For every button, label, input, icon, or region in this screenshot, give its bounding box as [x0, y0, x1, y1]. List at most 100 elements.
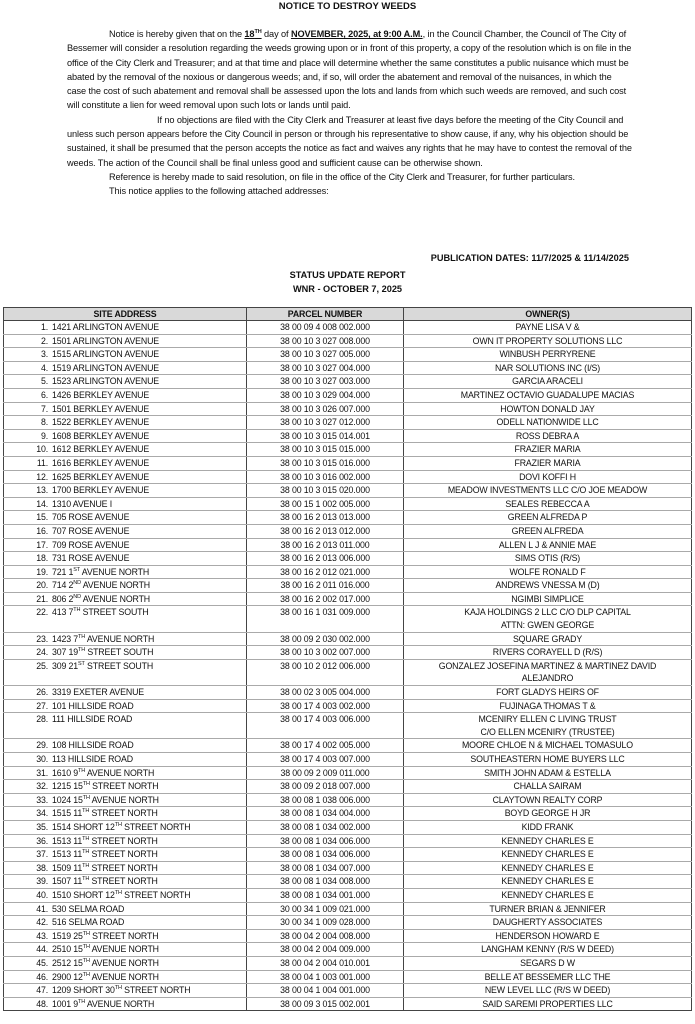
- parcel-number-cell: 38 00 10 3 027 005.000: [246, 347, 404, 362]
- notice-paragraph-3: Reference is hereby made to said resolut…: [109, 171, 575, 182]
- address-text: 1024 15: [52, 794, 83, 805]
- site-address-cell: 31. 1610 9TH AVENUE NORTH: [3, 765, 247, 781]
- row-number: 13.: [36, 485, 48, 496]
- owner-line: KENNEDY CHARLES E: [501, 849, 594, 860]
- table-row: 26. 3319 EXETER AVENUE 38 00 02 3 005 004.…: [3, 685, 692, 700]
- table-row: 5. 1523 ARLINGTON AVENUE 38 00 10 3 027 00…: [3, 374, 692, 389]
- parcel-number-cell: 38 00 17 4 002 005.000: [246, 738, 404, 753]
- notice-paragraph-4: This notice applies to the following att…: [109, 186, 329, 197]
- address-text: 1700 BERKLEY AVENUE: [52, 485, 150, 496]
- ordinal-suffix: TH: [78, 998, 86, 1005]
- owner-cell: ANDREWS VNESSA M (D): [403, 578, 692, 593]
- address-text: 1608 BERKLEY AVENUE: [52, 430, 150, 441]
- address-text: 705 ROSE AVENUE: [52, 512, 130, 523]
- row-number: 27.: [36, 700, 48, 711]
- site-address-cell: 44. 2510 15TH AVENUE NORTH: [3, 942, 247, 957]
- table-row: 42. 516 SELMA ROAD 30 00 34 1 009 028.000 D…: [3, 915, 692, 930]
- address-text: STREET SOUTH: [80, 607, 149, 618]
- owner-cell: KENNEDY CHARLES E: [403, 887, 692, 903]
- row-number: 14.: [36, 498, 48, 509]
- table-row: 11. 1616 BERKLEY AVENUE 38 00 10 3 015 016…: [3, 455, 692, 471]
- address-text: 1215 15: [52, 781, 83, 792]
- row-number: 33.: [36, 794, 48, 805]
- site-address-cell: 37. 1513 11TH STREET NORTH: [3, 847, 247, 862]
- ordinal-suffix: TH: [82, 876, 90, 883]
- address-text: 1501 ARLINGTON AVENUE: [52, 335, 160, 346]
- owner-line: LANGHAM KENNY (R/S W DEED): [481, 944, 614, 955]
- address-text: STREET SOUTH: [85, 647, 154, 658]
- site-address-cell: 34. 1515 11TH STREET NORTH: [3, 806, 247, 821]
- table-row: 45. 2512 15TH AVENUE NORTH 38 00 04 2 004 …: [3, 955, 692, 971]
- owner-line: NEW LEVEL LLC (R/S W DEED): [484, 985, 611, 996]
- table-row: 25. 309 21ST STREET SOUTH 38 00 10 2 012 0…: [3, 658, 692, 687]
- address-text: STREET NORTH: [89, 930, 159, 941]
- parcel-number-cell: 38 00 16 2 013 013.000: [246, 510, 404, 525]
- table-row: 27. 101 HILLSIDE ROAD 38 00 17 4 003 002.0…: [3, 698, 692, 714]
- row-number: 35.: [36, 821, 48, 832]
- row-number: 42.: [36, 917, 48, 928]
- header-parcel-number: PARCEL NUMBER: [246, 307, 404, 321]
- ordinal-suffix: TH: [114, 821, 122, 828]
- address-text: 413 7: [52, 607, 74, 618]
- owner-cell: ODELL NATIONWIDE LLC: [403, 415, 692, 430]
- table-row: 21. 806 2ND AVENUE NORTH 38 00 16 2 002 01…: [3, 591, 692, 607]
- ordinal-suffix: ND: [73, 580, 81, 587]
- site-address-cell: 42. 516 SELMA ROAD: [3, 915, 247, 930]
- owner-cell: CLAYTOWN REALTY CORP: [403, 792, 692, 808]
- owner-cell: KENNEDY CHARLES E: [403, 847, 692, 862]
- parcel-number-cell: 38 00 17 4 003 002.000: [246, 698, 404, 714]
- row-number: 24.: [36, 647, 48, 658]
- address-text: 1509 11: [52, 862, 83, 873]
- owner-line: KENNEDY CHARLES E: [501, 862, 594, 873]
- site-address-cell: 16. 707 ROSE AVENUE: [3, 523, 247, 539]
- address-text: 1625 BERKLEY AVENUE: [52, 471, 150, 482]
- parcel-number-cell: 38 00 02 3 005 004.000: [246, 685, 404, 700]
- owner-cell: GREEN ALFREDA P: [403, 510, 692, 525]
- table-row: 35. 1514 SHORT 12TH STREET NORTH 38 00 08 …: [3, 819, 692, 835]
- ordinal-suffix: TH: [82, 944, 90, 951]
- row-number: 6.: [40, 389, 48, 400]
- address-text: 309 21: [52, 660, 79, 671]
- site-address-cell: 29. 108 HILLSIDE ROAD: [3, 738, 247, 753]
- address-text: 1209 SHORT 30: [52, 985, 115, 996]
- row-number: 43.: [36, 930, 48, 941]
- parcel-number-cell: 38 00 10 3 026 007.000: [246, 401, 404, 417]
- owner-cell: KENNEDY CHARLES E: [403, 874, 692, 889]
- status-subtitle: WNR - OCTOBER 7, 2025: [292, 284, 403, 294]
- address-text: 1522 BERKLEY AVENUE: [52, 417, 150, 428]
- address-text: 1515 11: [52, 808, 83, 819]
- owner-cell: CHALLA SAIRAM: [403, 779, 692, 794]
- table-row: 18. 731 ROSE AVENUE 38 00 16 2 013 006.000…: [3, 551, 692, 566]
- address-text: AVENUE NORTH: [89, 794, 159, 805]
- owner-line: DOVI KOFFI H: [519, 471, 576, 482]
- ordinal-suffix: TH: [82, 849, 90, 856]
- address-text: 806 2: [52, 593, 74, 604]
- site-address-cell: 19. 721 1ST AVENUE NORTH: [3, 564, 247, 580]
- table-row: 34. 1515 11TH STREET NORTH 38 00 08 1 034 …: [3, 806, 692, 821]
- table-row: 37. 1513 11TH STREET NORTH 38 00 08 1 034 …: [3, 847, 692, 862]
- table-row: 20. 714 2ND AVENUE NORTH 38 00 16 2 011 01…: [3, 578, 692, 593]
- parcel-number-cell: 38 00 04 1 003 001.000: [246, 969, 404, 985]
- day-number: 18: [244, 29, 255, 39]
- address-text: 709 ROSE AVENUE: [52, 539, 130, 550]
- table-row: 16. 707 ROSE AVENUE 38 00 16 2 013 012.000…: [3, 523, 692, 539]
- address-text: 1421 ARLINGTON AVENUE: [52, 322, 160, 332]
- table-row: 40. 1510 SHORT 12TH STREET NORTH 38 00 08 …: [3, 887, 692, 903]
- address-text: 714 2: [52, 580, 74, 591]
- table-row: 29. 108 HILLSIDE ROAD 38 00 17 4 002 005.0…: [3, 738, 692, 753]
- parcel-number-cell: 38 00 10 3 015 015.000: [246, 442, 404, 457]
- ordinal-suffix: TH: [82, 971, 90, 978]
- table-row: 10. 1612 BERKLEY AVENUE 38 00 10 3 015 015…: [3, 442, 692, 457]
- table-row: 14. 1310 AVENUE I 38 00 15 1 002 005.000 SE…: [3, 496, 692, 512]
- site-address-cell: 25. 309 21ST STREET SOUTH: [3, 658, 247, 687]
- parcel-number-cell: 38 00 09 2 030 002.000: [246, 631, 404, 647]
- owner-line: HOWTON DONALD JAY: [500, 403, 595, 414]
- address-text: 1310 AVENUE I: [52, 498, 112, 509]
- site-address-cell: 21. 806 2ND AVENUE NORTH: [3, 591, 247, 607]
- owner-cell: BELLE AT BESSEMER LLC THE: [403, 969, 692, 985]
- owner-cell: KIDD FRANK: [403, 819, 692, 835]
- row-number: 7.: [40, 403, 48, 414]
- owner-cell: MCENIRY ELLEN C LIVING TRUST C/O ELLEN MC…: [403, 712, 692, 740]
- owner-cell: KENNEDY CHARLES E: [403, 833, 692, 849]
- owner-line: KAJA HOLDINGS 2 LLC C/O DLP CAPITAL: [464, 607, 631, 618]
